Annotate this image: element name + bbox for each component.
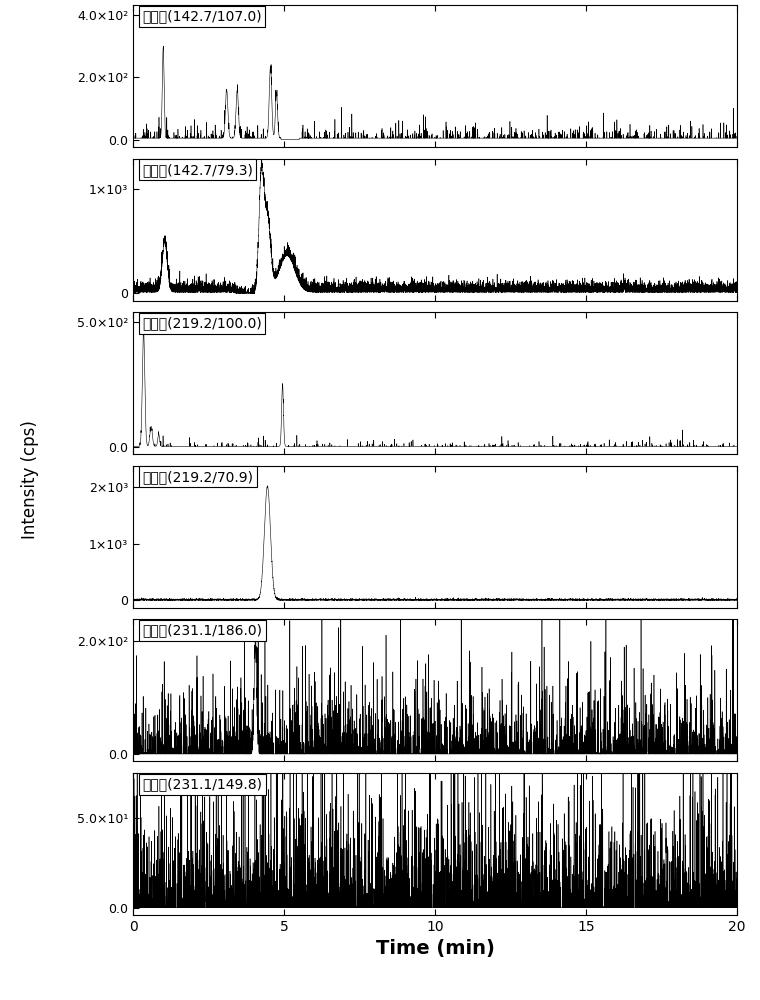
Text: 噪苯隆(219.2/70.9): 噪苯隆(219.2/70.9) [142,470,253,484]
Text: 噪苯隆(219.2/100.0): 噪苯隆(219.2/100.0) [142,316,261,330]
Text: 敌草隆(231.1/149.8): 敌草隆(231.1/149.8) [142,777,262,791]
Text: 乙烯利(142.7/107.0): 乙烯利(142.7/107.0) [142,9,261,23]
Text: Intensity (cps): Intensity (cps) [21,421,40,539]
Text: 敌草隆(231.1/186.0): 敌草隆(231.1/186.0) [142,624,262,638]
X-axis label: Time (min): Time (min) [375,939,495,958]
Text: 乙烯利(142.7/79.3): 乙烯利(142.7/79.3) [142,163,253,177]
